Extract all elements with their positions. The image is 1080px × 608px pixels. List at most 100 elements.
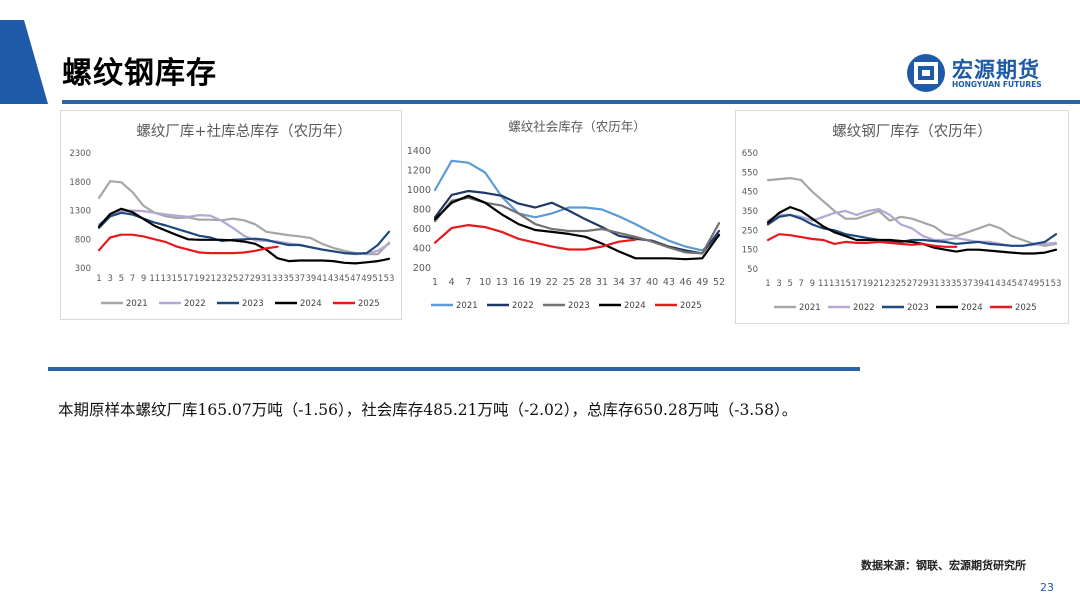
x-tick-label: 3 xyxy=(107,274,112,284)
chart-title: 螺纹厂库+社库总库存（农历年） xyxy=(136,123,351,140)
legend-label-2023: 2023 xyxy=(907,303,929,313)
header-accent-shape xyxy=(0,20,48,104)
x-tick-label: 25 xyxy=(896,279,907,289)
x-tick-label: 17 xyxy=(183,274,194,284)
x-tick-label: 25 xyxy=(563,277,575,288)
y-tick-label: 400 xyxy=(413,244,431,255)
company-logo: 宏源期货 HONGYUAN FUTURES xyxy=(906,53,1066,93)
y-tick-label: 1800 xyxy=(69,178,91,188)
legend-label-2022: 2022 xyxy=(853,303,875,313)
series-line-2024 xyxy=(766,206,1058,255)
legend-label-2025: 2025 xyxy=(358,299,380,309)
x-tick-label: 31 xyxy=(596,277,608,288)
x-tick-label: 33 xyxy=(940,279,951,289)
legend-label-2025: 2025 xyxy=(1015,303,1037,313)
x-tick-label: 5 xyxy=(787,279,792,289)
x-tick-label: 41 xyxy=(317,274,328,284)
x-tick-label: 9 xyxy=(810,279,815,289)
x-tick-label: 47 xyxy=(350,274,361,284)
x-tick-label: 13 xyxy=(161,274,172,284)
x-tick-label: 7 xyxy=(465,277,471,288)
x-tick-label: 40 xyxy=(646,277,658,288)
legend-label-2022: 2022 xyxy=(184,299,206,309)
y-tick-label: 200 xyxy=(413,263,431,274)
series-line-2023 xyxy=(97,211,391,255)
y-tick-label: 250 xyxy=(742,226,758,236)
series-line-2021 xyxy=(766,177,1058,247)
page-number: 23 xyxy=(1040,581,1054,594)
y-tick-label: 650 xyxy=(742,149,758,159)
legend-label-2021: 2021 xyxy=(456,301,478,311)
x-tick-label: 35 xyxy=(951,279,962,289)
x-tick-label: 35 xyxy=(283,274,294,284)
chart-title: 螺纹社会库存（农历年） xyxy=(508,119,646,134)
chart-title: 螺纹钢厂库存（农历年） xyxy=(832,123,992,140)
y-tick-label: 800 xyxy=(75,235,91,245)
x-tick-label: 49 xyxy=(696,277,708,288)
y-tick-label: 1000 xyxy=(407,185,431,196)
x-tick-label: 21 xyxy=(205,274,216,284)
x-tick-label: 27 xyxy=(907,279,918,289)
logo-english-name: HONGYUAN FUTURES xyxy=(952,80,1042,89)
legend-label-2022: 2022 xyxy=(512,301,534,311)
legend-label-2023: 2023 xyxy=(242,299,264,309)
x-tick-label: 1 xyxy=(765,279,770,289)
x-tick-label: 7 xyxy=(799,279,804,289)
series-line-2024 xyxy=(97,207,391,265)
legend-label-2021: 2021 xyxy=(799,303,821,313)
x-tick-label: 49 xyxy=(1028,279,1039,289)
x-tick-label: 39 xyxy=(306,274,317,284)
y-tick-label: 800 xyxy=(413,205,431,216)
x-tick-label: 15 xyxy=(172,274,183,284)
x-tick-label: 19 xyxy=(862,279,873,289)
y-tick-label: 550 xyxy=(742,168,758,178)
x-tick-label: 28 xyxy=(579,277,591,288)
y-tick-label: 1200 xyxy=(407,166,431,177)
x-tick-label: 31 xyxy=(929,279,940,289)
x-tick-label: 53 xyxy=(384,274,395,284)
y-tick-label: 350 xyxy=(742,207,758,217)
y-tick-label: 1400 xyxy=(407,146,431,157)
x-tick-label: 33 xyxy=(272,274,283,284)
chart-total-inventory: 螺纹厂库+社库总库存（农历年） 300 800 1300 1800 2300 1 3 5 7 9 11… xyxy=(60,110,402,320)
chart-social-inventory: 螺纹社会库存（农历年） 200 400 600 800 1000 1200 1400 1 4 7 10… xyxy=(406,110,726,320)
y-tick-label: 600 xyxy=(413,224,431,235)
x-tick-label: 16 xyxy=(512,277,524,288)
x-tick-label: 46 xyxy=(680,277,692,288)
page-title: 螺纹钢库存 xyxy=(62,56,217,91)
x-tick-label: 22 xyxy=(546,277,558,288)
chart-factory-inventory: 螺纹钢厂库存（农历年） 50 150 250 350 450 550 650 1 3 5 7 9 11 13… xyxy=(735,110,1069,324)
data-source-note: 数据来源：钢联、宏源期货研究所 xyxy=(861,559,1026,572)
x-tick-label: 49 xyxy=(361,274,372,284)
x-tick-label: 1 xyxy=(432,277,438,288)
x-tick-label: 43 xyxy=(995,279,1006,289)
x-tick-label: 4 xyxy=(449,277,455,288)
legend-label-2024: 2024 xyxy=(300,299,322,309)
y-tick-label: 50 xyxy=(747,265,758,275)
x-tick-label: 17 xyxy=(851,279,862,289)
x-tick-label: 10 xyxy=(479,277,491,288)
x-tick-label: 1 xyxy=(96,274,101,284)
x-tick-label: 5 xyxy=(119,274,124,284)
x-tick-label: 25 xyxy=(227,274,238,284)
legend-label-2021: 2021 xyxy=(126,299,148,309)
legend-label-2024: 2024 xyxy=(961,303,983,313)
legend-label-2025: 2025 xyxy=(680,301,702,311)
x-tick-label: 31 xyxy=(261,274,272,284)
y-tick-label: 2300 xyxy=(69,149,91,159)
y-tick-label: 150 xyxy=(742,246,758,256)
x-tick-label: 29 xyxy=(918,279,929,289)
y-tick-label: 300 xyxy=(75,264,91,274)
logo-chinese-name: 宏源期货 xyxy=(952,58,1040,82)
x-tick-label: 34 xyxy=(613,277,625,288)
series-line-2021 xyxy=(97,180,391,256)
x-tick-label: 41 xyxy=(984,279,995,289)
x-tick-label: 43 xyxy=(663,277,675,288)
series-line-2025 xyxy=(97,233,279,255)
x-tick-label: 9 xyxy=(141,274,146,284)
x-tick-label: 21 xyxy=(873,279,884,289)
legend-label-2023: 2023 xyxy=(568,301,590,311)
inventory-summary: 本期原样本螺纹厂库165.07万吨（-1.56），社会库存485.21万吨（-2… xyxy=(58,401,798,419)
x-tick-label: 13 xyxy=(829,279,840,289)
